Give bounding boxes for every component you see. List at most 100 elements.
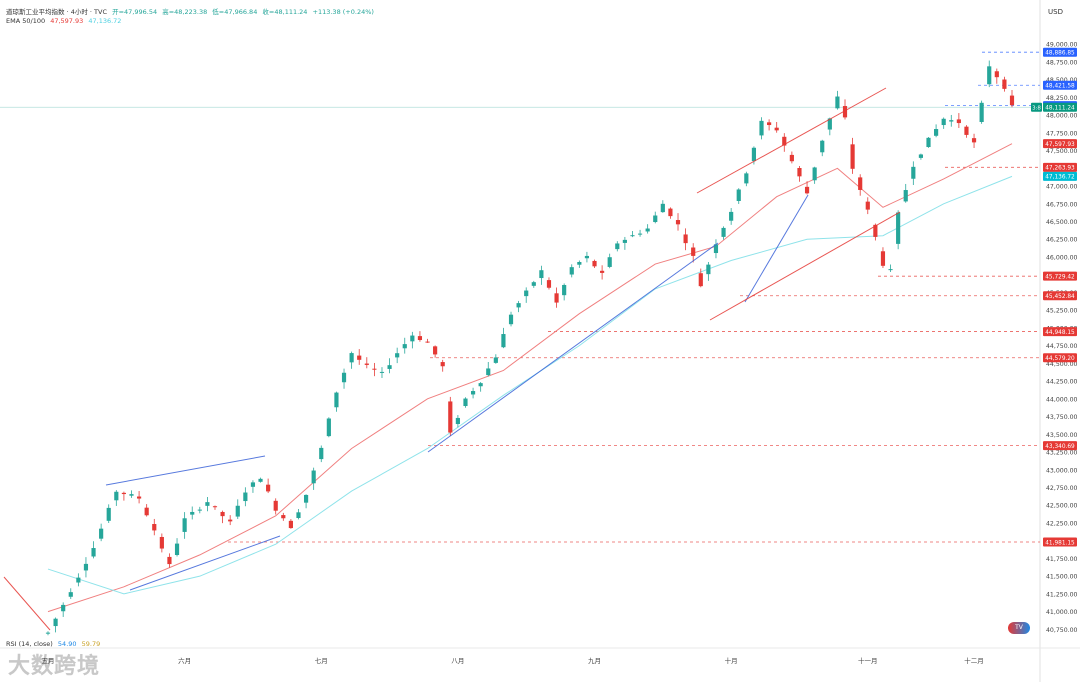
- ema-legend[interactable]: EMA 50/100 47,597.93 47,136.72: [6, 17, 124, 25]
- price-label-text-8: 45,452.84: [1045, 294, 1075, 300]
- candle-body-39: [341, 372, 347, 383]
- candle-body-96: [774, 127, 779, 131]
- candle-body-73: [600, 270, 605, 273]
- chart-header-ohlc: 道琼斯工业平均指数 · 4小时 · TVC 开=47,996.54 高=48,2…: [6, 6, 377, 16]
- candle-body-14: [152, 524, 157, 531]
- y-tick-label-30: 41,500.00: [1046, 574, 1078, 581]
- trendline-red-channel-bottom: [709, 211, 901, 321]
- candle-body-59: [493, 357, 498, 363]
- price-label-box-7: [1043, 271, 1077, 281]
- candle-body-44: [379, 371, 385, 373]
- price-label-box-8: [1043, 291, 1077, 301]
- price-label-box-9: [1043, 327, 1077, 337]
- rsi-label: RSI (14, close): [6, 640, 53, 648]
- candle-body-127: [1009, 95, 1015, 106]
- candle-body-64: [531, 282, 536, 286]
- price-label-box-5: [1043, 162, 1077, 172]
- rsi-value-1: 54.90: [57, 640, 77, 648]
- candle-body-102: [820, 140, 825, 153]
- candle-body-35: [311, 470, 316, 484]
- candle-body-99: [797, 168, 802, 177]
- watermark-logo: 大数跨境: [8, 654, 101, 679]
- tradingview-logo-icon[interactable]: TV: [1008, 622, 1030, 634]
- candle-body-87: [706, 264, 711, 275]
- ema100-value: 47,136.72: [88, 17, 122, 25]
- price-label-text-1: 48,421.58: [1045, 84, 1075, 90]
- candle-body-83: [675, 220, 681, 225]
- candle-body-104: [835, 96, 840, 109]
- y-tick-label-4: 48,000.00: [1046, 113, 1078, 120]
- y-tick-label-27: 42,250.00: [1046, 520, 1078, 527]
- rsi-legend[interactable]: RSI (14, close) 54.90 59.79: [6, 640, 103, 648]
- candle-body-47: [402, 344, 407, 349]
- candle-body-53: [448, 401, 453, 433]
- candle-body-108: [865, 201, 870, 210]
- price-label-text-7: 45,729.42: [1045, 274, 1075, 280]
- y-tick-label-11: 46,250.00: [1046, 237, 1078, 244]
- candle-body-109: [873, 224, 878, 237]
- y-tick-label-1: 48,750.00: [1046, 59, 1078, 66]
- candle-body-118: [941, 118, 946, 126]
- candle-body-54: [455, 417, 460, 425]
- candle-body-125: [994, 71, 999, 78]
- candle-body-120: [956, 119, 961, 124]
- currency-label: USD: [1048, 8, 1063, 16]
- candle-body-1: [53, 618, 58, 627]
- candle-body-65: [539, 270, 544, 279]
- price-label-text-3: 48,111.24: [1045, 106, 1075, 112]
- y-tick-label-26: 42,500.00: [1046, 503, 1078, 510]
- candle-body-8: [106, 507, 111, 521]
- candle-body-11: [129, 494, 134, 496]
- candle-body-30: [273, 500, 278, 511]
- candle-body-48: [410, 335, 415, 342]
- ema50-value: 47,597.93: [50, 17, 84, 25]
- candle-body-107: [858, 177, 863, 190]
- candle-body-51: [433, 346, 438, 355]
- price-label-text-6: 47,136.72: [1045, 175, 1075, 181]
- candle-body-92: [744, 173, 749, 184]
- y-tick-label-10: 46,500.00: [1046, 219, 1078, 226]
- y-tick-label-23: 43,250.00: [1046, 450, 1078, 457]
- price-label-text-11: 43,340.69: [1045, 444, 1075, 450]
- candle-body-13: [144, 507, 149, 516]
- candle-body-86: [698, 273, 703, 287]
- candle-body-31: [281, 515, 286, 519]
- candle-body-50: [425, 341, 430, 343]
- candle-body-95: [767, 122, 772, 126]
- candle-body-67: [554, 293, 559, 303]
- trendline-blue-aug-oct: [427, 242, 719, 453]
- y-tick-label-21: 43,750.00: [1046, 414, 1078, 421]
- candle-body-97: [782, 136, 787, 146]
- candle-body-34: [303, 494, 309, 503]
- candle-body-89: [721, 227, 726, 237]
- candle-body-122: [971, 138, 977, 143]
- candle-body-72: [592, 260, 597, 267]
- low-value: 低=47,966.84: [212, 8, 258, 16]
- y-tick-label-19: 44,250.00: [1046, 379, 1078, 386]
- candle-body-62: [516, 303, 521, 308]
- price-label-text-5: 47,263.93: [1045, 166, 1075, 172]
- price-label-text-10: 44,579.20: [1045, 356, 1075, 362]
- candle-body-116: [926, 137, 931, 148]
- y-tick-label-8: 47,000.00: [1046, 184, 1078, 191]
- y-tick-label-2: 48,500.00: [1046, 77, 1078, 84]
- candle-body-20: [197, 509, 202, 511]
- candle-body-37: [326, 418, 331, 437]
- x-tick-label-6: 十一月: [858, 656, 878, 665]
- trendline-red-channel-top: [696, 87, 887, 194]
- candle-body-7: [99, 528, 104, 539]
- candle-body-85: [691, 247, 696, 256]
- price-label-box-1: [1043, 80, 1077, 90]
- candle-body-71: [584, 255, 590, 259]
- candle-body-40: [349, 353, 354, 363]
- candle-body-12: [136, 496, 142, 499]
- candle-body-4: [76, 577, 81, 583]
- candle-body-60: [501, 334, 506, 348]
- candle-body-105: [842, 106, 848, 118]
- candle-body-23: [220, 511, 225, 517]
- candle-body-111: [888, 269, 893, 271]
- ema50-line: [47, 143, 1013, 613]
- high-value: 高=48,223.38: [162, 8, 208, 16]
- candle-body-17: [174, 543, 180, 556]
